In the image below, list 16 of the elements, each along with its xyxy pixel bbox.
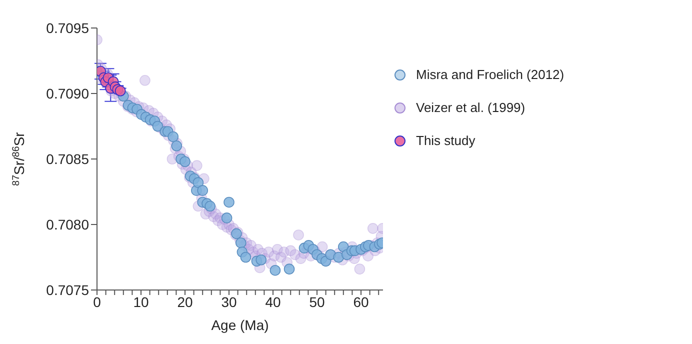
- x-tick-label: 20: [177, 294, 193, 310]
- y-tick-label: 0.7080: [46, 216, 90, 232]
- y-tick-label: 0.7085: [46, 150, 90, 167]
- x-tick-label: 60: [353, 294, 369, 310]
- x-tick-label: 40: [265, 294, 281, 310]
- y-tick-label: 0.7090: [46, 85, 90, 102]
- legend-label: Veizer et al. (1999): [416, 100, 526, 115]
- y-tick-label: 0.7095: [46, 20, 90, 36]
- x-axis-title: Age (Ma): [211, 317, 269, 333]
- legend-label: Misra and Froelich (2012): [416, 67, 564, 82]
- legend-label: This study: [416, 133, 476, 148]
- x-tick-label: 50: [309, 294, 325, 310]
- y-tick-label: 0.7075: [46, 282, 90, 298]
- x-tick-label: 10: [133, 294, 149, 310]
- x-tick-label: 30: [221, 294, 237, 310]
- x-tick-label: 0: [93, 294, 102, 310]
